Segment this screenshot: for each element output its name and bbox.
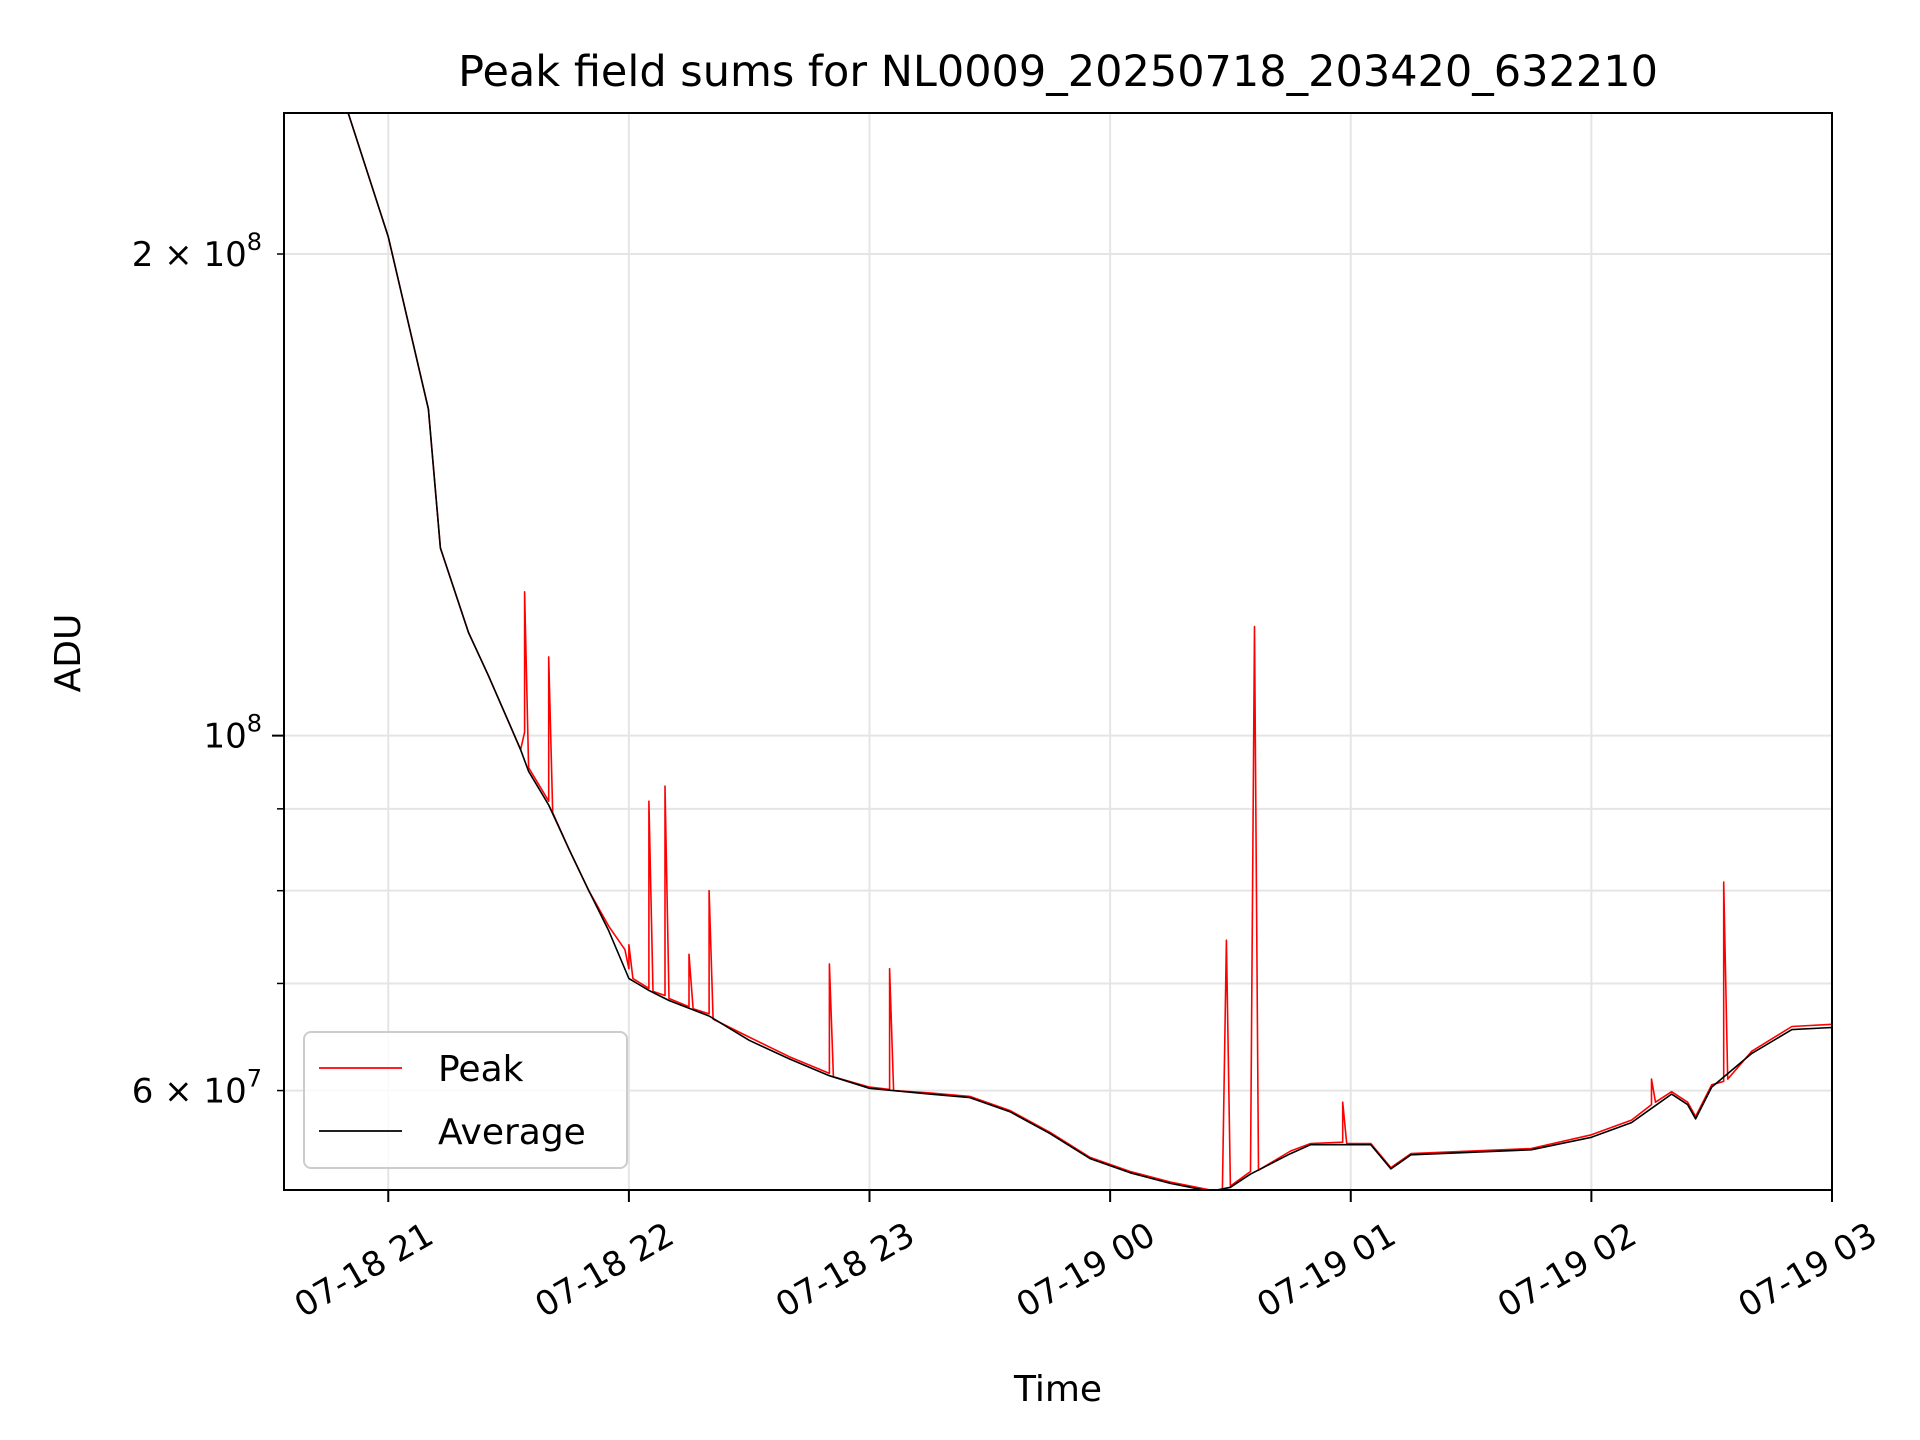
- legend-frame: [303, 1031, 628, 1169]
- y-axis: 108 6 × 107 2 × 108: [132, 228, 284, 1112]
- series-line-average: [284, 113, 1832, 1190]
- legend-label-peak: Peak: [438, 1049, 524, 1090]
- chart-title: Peak field sums for NL0009_20250718_2034…: [458, 47, 1658, 97]
- y-tick-label: 2 × 108: [132, 228, 262, 275]
- legend: Peak Average: [303, 1031, 628, 1169]
- series-line-peak: [284, 113, 1832, 1190]
- series-layer: [284, 113, 1832, 1190]
- legend-label-average: Average: [438, 1112, 586, 1153]
- y-tick-label: 6 × 107: [132, 1065, 262, 1112]
- grid: [284, 113, 1833, 1190]
- y-tick-label: 108: [203, 710, 262, 757]
- plot-frame: [283, 112, 1833, 1191]
- x-axis-label: Time: [1013, 1369, 1102, 1410]
- y-axis-label: ADU: [48, 614, 89, 693]
